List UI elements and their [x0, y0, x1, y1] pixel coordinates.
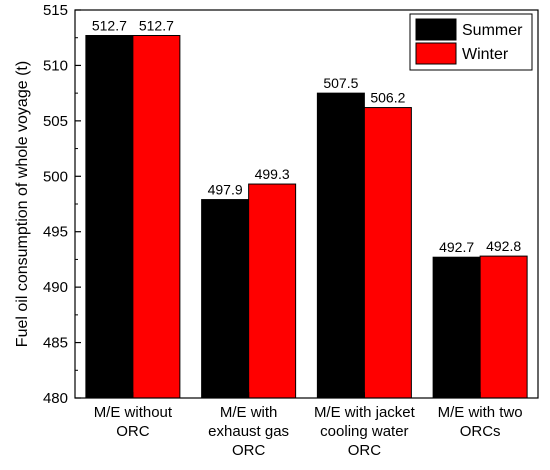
bar-summer-3 — [316, 92, 365, 399]
category-label-3: M/E with jacket cooling water ORC — [314, 404, 416, 459]
data-label-winter-2: 499.3 — [255, 166, 290, 182]
bar-winter-1 — [132, 34, 181, 399]
y-tick-label: 480 — [43, 390, 68, 407]
bar-summer-1 — [85, 34, 134, 399]
data-label-summer-4: 492.7 — [439, 239, 474, 255]
y-tick-label: 515 — [43, 2, 68, 19]
data-label-summer-1: 512.7 — [92, 17, 127, 33]
legend-label-winter: Winter — [462, 46, 509, 63]
bar-summer-2 — [201, 199, 250, 399]
bar-winter-3 — [363, 107, 412, 399]
data-label-winter-4: 492.8 — [486, 238, 521, 254]
category-label-2: M/E with exhaust gas ORC — [208, 404, 289, 459]
y-tick-label: 490 — [43, 279, 68, 296]
y-axis-title: Fuel oil consumption of whole voyage (t) — [14, 61, 31, 347]
data-label-winter-1: 512.7 — [139, 17, 174, 33]
category-label-line: ORC — [348, 442, 382, 459]
category-label-line: ORC — [116, 423, 150, 440]
category-label-4: M/E with two ORCs — [438, 404, 523, 440]
legend-swatch-winter — [415, 42, 457, 65]
category-label-line: M/E without — [94, 404, 173, 421]
data-labels-layer: 512.7 512.7 497.9 499.3 507.5 506.2 492.7 492.8 — [92, 17, 521, 255]
legend-label-summer: Summer — [462, 22, 523, 39]
category-label-line: cooling water — [320, 423, 408, 440]
category-label-line: ORCs — [460, 423, 501, 440]
category-label-line: M/E with two — [438, 404, 523, 421]
legend: Summer Winter — [409, 13, 533, 71]
y-axis: 480 485 490 495 500 505 510 515 — [43, 2, 81, 407]
bars-layer — [85, 34, 528, 399]
data-label-winter-3: 506.2 — [370, 90, 405, 106]
bar-winter-4 — [479, 255, 528, 399]
category-label-line: M/E with jacket — [314, 404, 416, 421]
data-label-summer-3: 507.5 — [323, 75, 358, 91]
category-label-line: M/E with — [220, 404, 278, 421]
y-tick-label: 495 — [43, 224, 68, 241]
data-label-summer-2: 497.9 — [208, 182, 243, 198]
y-tick-label: 485 — [43, 335, 68, 352]
bar-winter-2 — [248, 183, 297, 399]
legend-swatch-summer — [415, 18, 457, 41]
category-label-line: ORC — [232, 442, 266, 459]
bar-summer-4 — [432, 256, 481, 399]
category-label-line: exhaust gas — [208, 423, 289, 440]
category-label-1: M/E without ORC — [94, 404, 173, 440]
y-tick-label: 500 — [43, 168, 68, 185]
y-tick-label: 505 — [43, 113, 68, 130]
y-tick-label: 510 — [43, 57, 68, 74]
